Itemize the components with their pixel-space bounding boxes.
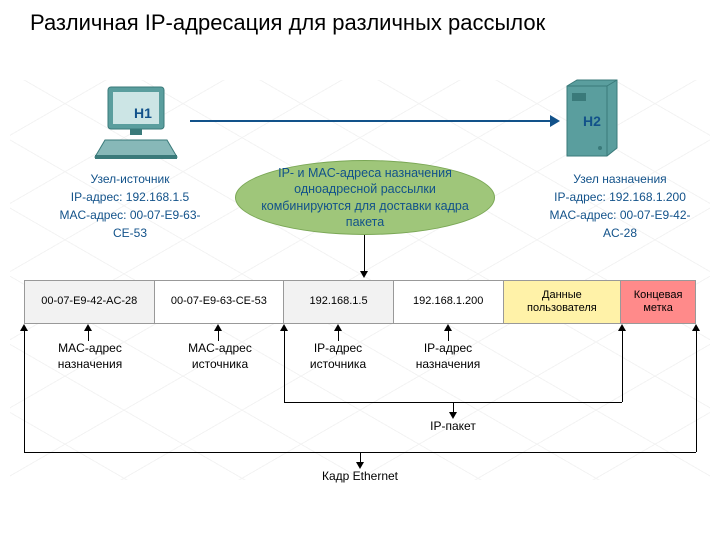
callout-arrow-head bbox=[360, 271, 368, 278]
source-line3: MAC-адрес: 00-07-E9-63- bbox=[50, 206, 210, 224]
mac-src-l1: MAC-адрес bbox=[175, 341, 265, 357]
ip-bracket-stem-arrow bbox=[449, 412, 457, 419]
sublabel-ip-src: IP-адрес источника bbox=[298, 341, 378, 372]
packet-cell-1: 00-07-E9-63-CE-53 bbox=[155, 281, 285, 323]
sublabel-ip-dest: IP-адрес назначения bbox=[408, 341, 488, 372]
sublabel-mac-src: MAC-адрес источника bbox=[175, 341, 265, 372]
packet-cell-2: 192.168.1.5 bbox=[284, 281, 394, 323]
page-title: Различная IP-адресация для различных рас… bbox=[30, 10, 545, 36]
ip-bracket-r bbox=[622, 327, 623, 402]
ip-src-l1: IP-адрес bbox=[298, 341, 378, 357]
ip-dest-l1: IP-адрес bbox=[408, 341, 488, 357]
callout-oval: IP- и MAC-адреса назначения одноадресной… bbox=[235, 160, 495, 235]
packet-cell-3: 192.168.1.200 bbox=[394, 281, 504, 323]
dest-line2: IP-адрес: 192.168.1.200 bbox=[535, 188, 705, 206]
source-line1: Узел-источник bbox=[50, 170, 210, 188]
ip-bracket-l bbox=[284, 327, 285, 402]
dest-line1: Узел назначения bbox=[535, 170, 705, 188]
sl4-arrow bbox=[444, 324, 452, 331]
source-line4: CE-53 bbox=[50, 224, 210, 242]
h2-label: H2 bbox=[572, 113, 612, 129]
ip-packet-label: IP-пакет bbox=[418, 419, 488, 435]
eth-bracket-r bbox=[696, 327, 697, 452]
device-h1 bbox=[90, 85, 180, 160]
mac-src-l2: источника bbox=[175, 357, 265, 373]
sl1-arrow bbox=[84, 324, 92, 331]
eth-bracket-stem-arrow bbox=[356, 462, 364, 469]
packet-row: 00-07-E9-42-AC-2800-07-E9-63-CE-53192.16… bbox=[24, 280, 696, 324]
sl3-arrow bbox=[334, 324, 342, 331]
dest-line3: MAC-адрес: 00-07-E9-42- bbox=[535, 206, 705, 224]
h1-label: H1 bbox=[123, 105, 163, 121]
sublabel-mac-dest: MAC-адрес назначения bbox=[45, 341, 135, 372]
ip-bracket-la bbox=[280, 324, 288, 331]
source-info: Узел-источник IP-адрес: 192.168.1.5 MAC-… bbox=[50, 170, 210, 242]
ethernet-label: Кадр Ethernet bbox=[310, 469, 410, 485]
arrow-h1-h2 bbox=[190, 120, 550, 122]
callout-arrow-line bbox=[364, 235, 365, 273]
eth-bracket-ra bbox=[692, 324, 700, 331]
mac-dest-l2: назначения bbox=[45, 357, 135, 373]
mac-dest-l1: MAC-адрес bbox=[45, 341, 135, 357]
eth-bracket-l bbox=[24, 327, 25, 452]
ip-dest-l2: назначения bbox=[408, 357, 488, 373]
packet-cell-4: Данные пользователя bbox=[504, 281, 622, 323]
packet-cell-5: Концевая метка bbox=[621, 281, 695, 323]
source-line2: IP-адрес: 192.168.1.5 bbox=[50, 188, 210, 206]
ip-src-l2: источника bbox=[298, 357, 378, 373]
eth-bracket-la bbox=[20, 324, 28, 331]
ip-bracket-ra bbox=[618, 324, 626, 331]
packet-cell-0: 00-07-E9-42-AC-28 bbox=[25, 281, 155, 323]
dest-info: Узел назначения IP-адрес: 192.168.1.200 … bbox=[535, 170, 705, 242]
sl2-arrow bbox=[214, 324, 222, 331]
dest-line4: AC-28 bbox=[535, 224, 705, 242]
